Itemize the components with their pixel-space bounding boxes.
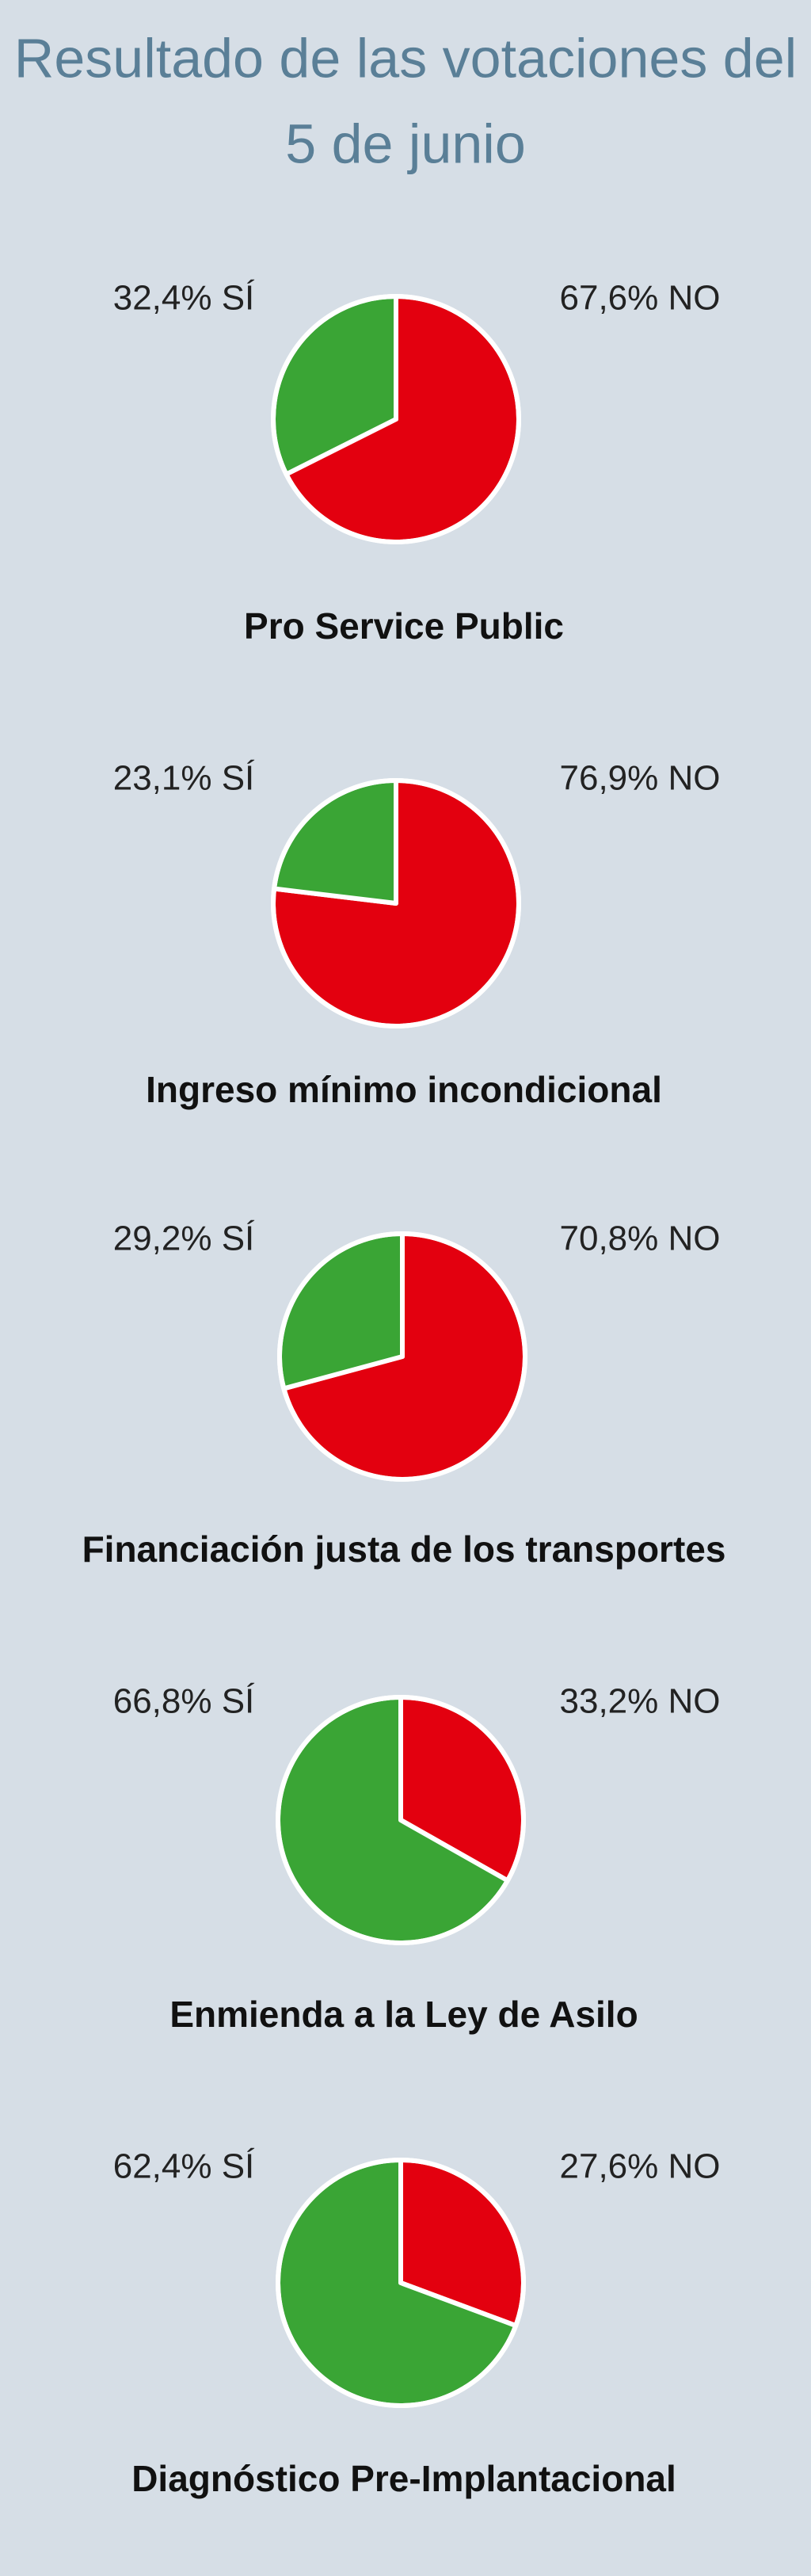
chart-title: Financiación justa de los transportes [82,1528,726,1570]
main-title: Resultado de las votaciones del [14,27,797,89]
pie-outline [276,2158,526,2408]
value-label: 76,9% NO [560,759,721,798]
value-label: 67,6% NO [560,279,721,318]
pie-outline [276,1695,526,1945]
value-label: 32,4% SÍ [113,279,255,318]
value-label: 70,8% NO [560,1219,721,1258]
value-label: 33,2% NO [560,1682,721,1721]
value-label: 66,8% SÍ [113,1682,255,1721]
value-label: 29,2% SÍ [113,1219,255,1258]
chart-title: Pro Service Public [244,605,564,647]
main-title: 5 de junio [285,113,526,174]
value-label: 23,1% SÍ [113,759,255,798]
pie-outline [271,294,521,544]
pie-outline [277,1231,527,1482]
pie-outline [271,778,521,1028]
value-label: 62,4% SÍ [113,2147,255,2186]
chart-title: Diagnóstico Pre-Implantacional [131,2458,676,2499]
chart-title: Ingreso mínimo incondicional [146,1069,662,1110]
chart-title: Enmienda a la Ley de Asilo [169,1994,638,2035]
value-label: 27,6% NO [560,2147,721,2186]
